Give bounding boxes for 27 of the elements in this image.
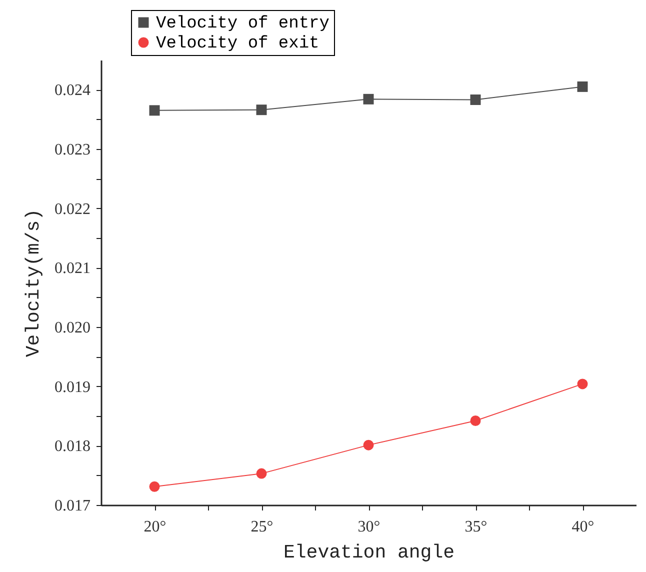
y-tick-label: 0.023 xyxy=(54,142,90,158)
y-tick-label: 0.019 xyxy=(54,378,90,396)
legend-label: Velocity of entry xyxy=(156,14,330,34)
point xyxy=(363,94,374,104)
point xyxy=(470,416,481,426)
x-tick-label: 25° xyxy=(250,518,274,536)
point xyxy=(577,378,588,390)
y-axis-title: Velocity(m/s) xyxy=(22,208,44,358)
point xyxy=(149,481,160,492)
y-tick-label: 0.022 xyxy=(54,200,90,218)
point xyxy=(256,468,267,479)
point xyxy=(256,104,267,116)
x-axis-title: Elevation angle xyxy=(283,542,455,564)
y-tick-label: 0.018 xyxy=(54,438,90,456)
y-tick-label: 0.021 xyxy=(54,260,90,278)
point xyxy=(363,440,374,450)
x-tick-label: 40° xyxy=(572,518,594,536)
x-tick-label: 35° xyxy=(464,518,488,536)
x-tick-label: 30° xyxy=(358,518,380,536)
legend-label: Velocity of exit xyxy=(156,34,320,54)
y-tick-label: 0.017 xyxy=(54,498,90,514)
point xyxy=(470,94,481,105)
point xyxy=(149,105,160,116)
y-tick-label: 0.024 xyxy=(54,82,90,100)
point xyxy=(577,81,588,92)
y-tick-label: 0.020 xyxy=(54,320,90,336)
x-tick-label: 20° xyxy=(144,518,166,536)
